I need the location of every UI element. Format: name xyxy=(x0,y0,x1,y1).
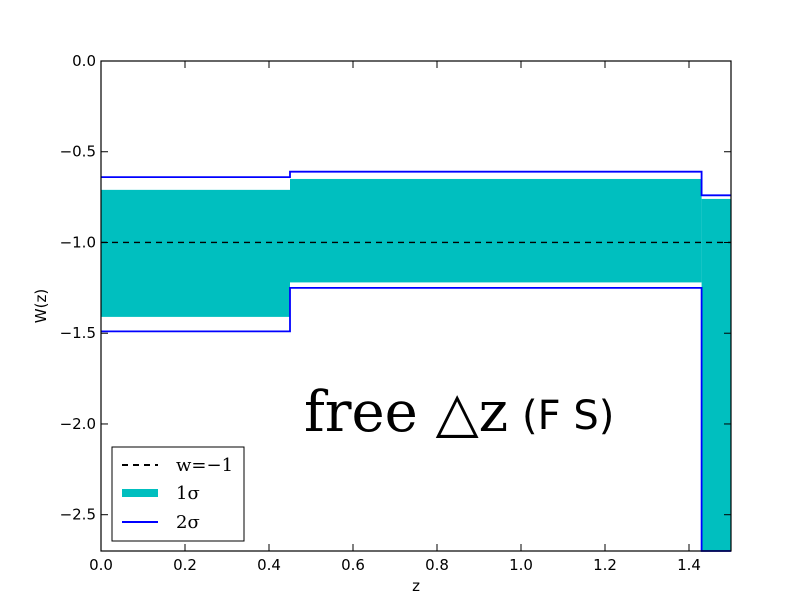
annotation-math: free △z xyxy=(304,380,508,445)
y-tick-label: −1.0 xyxy=(60,233,96,251)
legend-label-sigma1: 1σ xyxy=(176,483,200,504)
x-tick-label: 1.4 xyxy=(677,556,701,574)
legend-label-reference: w=−1 xyxy=(176,455,233,476)
sigma1-band-0 xyxy=(101,189,290,317)
legend: w=−1 1σ 2σ xyxy=(111,446,245,542)
sigma1-band-2 xyxy=(701,198,731,552)
annotation-plain: (F S) xyxy=(522,393,614,439)
sigma1-band-1 xyxy=(290,178,702,283)
x-tick-label: 0.8 xyxy=(425,556,449,574)
legend-label-sigma2: 2σ xyxy=(176,512,200,533)
x-tick-label: 0.6 xyxy=(341,556,365,574)
y-tick-label: −0.5 xyxy=(60,143,96,161)
sigma2-upper-line xyxy=(101,170,731,197)
y-tick-label: −2.0 xyxy=(60,415,96,433)
x-tick-label: 0.4 xyxy=(257,556,281,574)
axis-ticks: 0.0 0.2 0.4 0.6 0.8 1.0 1.2 1.4 0.0 −0.5 −1.0 −1.5 −… xyxy=(60,52,731,574)
y-tick-label: −2.5 xyxy=(60,506,96,524)
x-tick-label: 0.0 xyxy=(89,556,113,574)
annotation: free △z (F S) xyxy=(304,380,614,445)
plot-area xyxy=(101,170,731,552)
y-tick-label: 0.0 xyxy=(72,52,96,70)
x-tick-label: 1.0 xyxy=(509,556,533,574)
x-axis-label: z xyxy=(412,577,420,595)
x-tick-label: 0.2 xyxy=(173,556,197,574)
x-tick-label: 1.2 xyxy=(593,556,617,574)
plot-frame xyxy=(100,60,732,552)
y-tick-label: −1.5 xyxy=(60,324,96,342)
y-axis-label: W(z) xyxy=(32,289,50,323)
